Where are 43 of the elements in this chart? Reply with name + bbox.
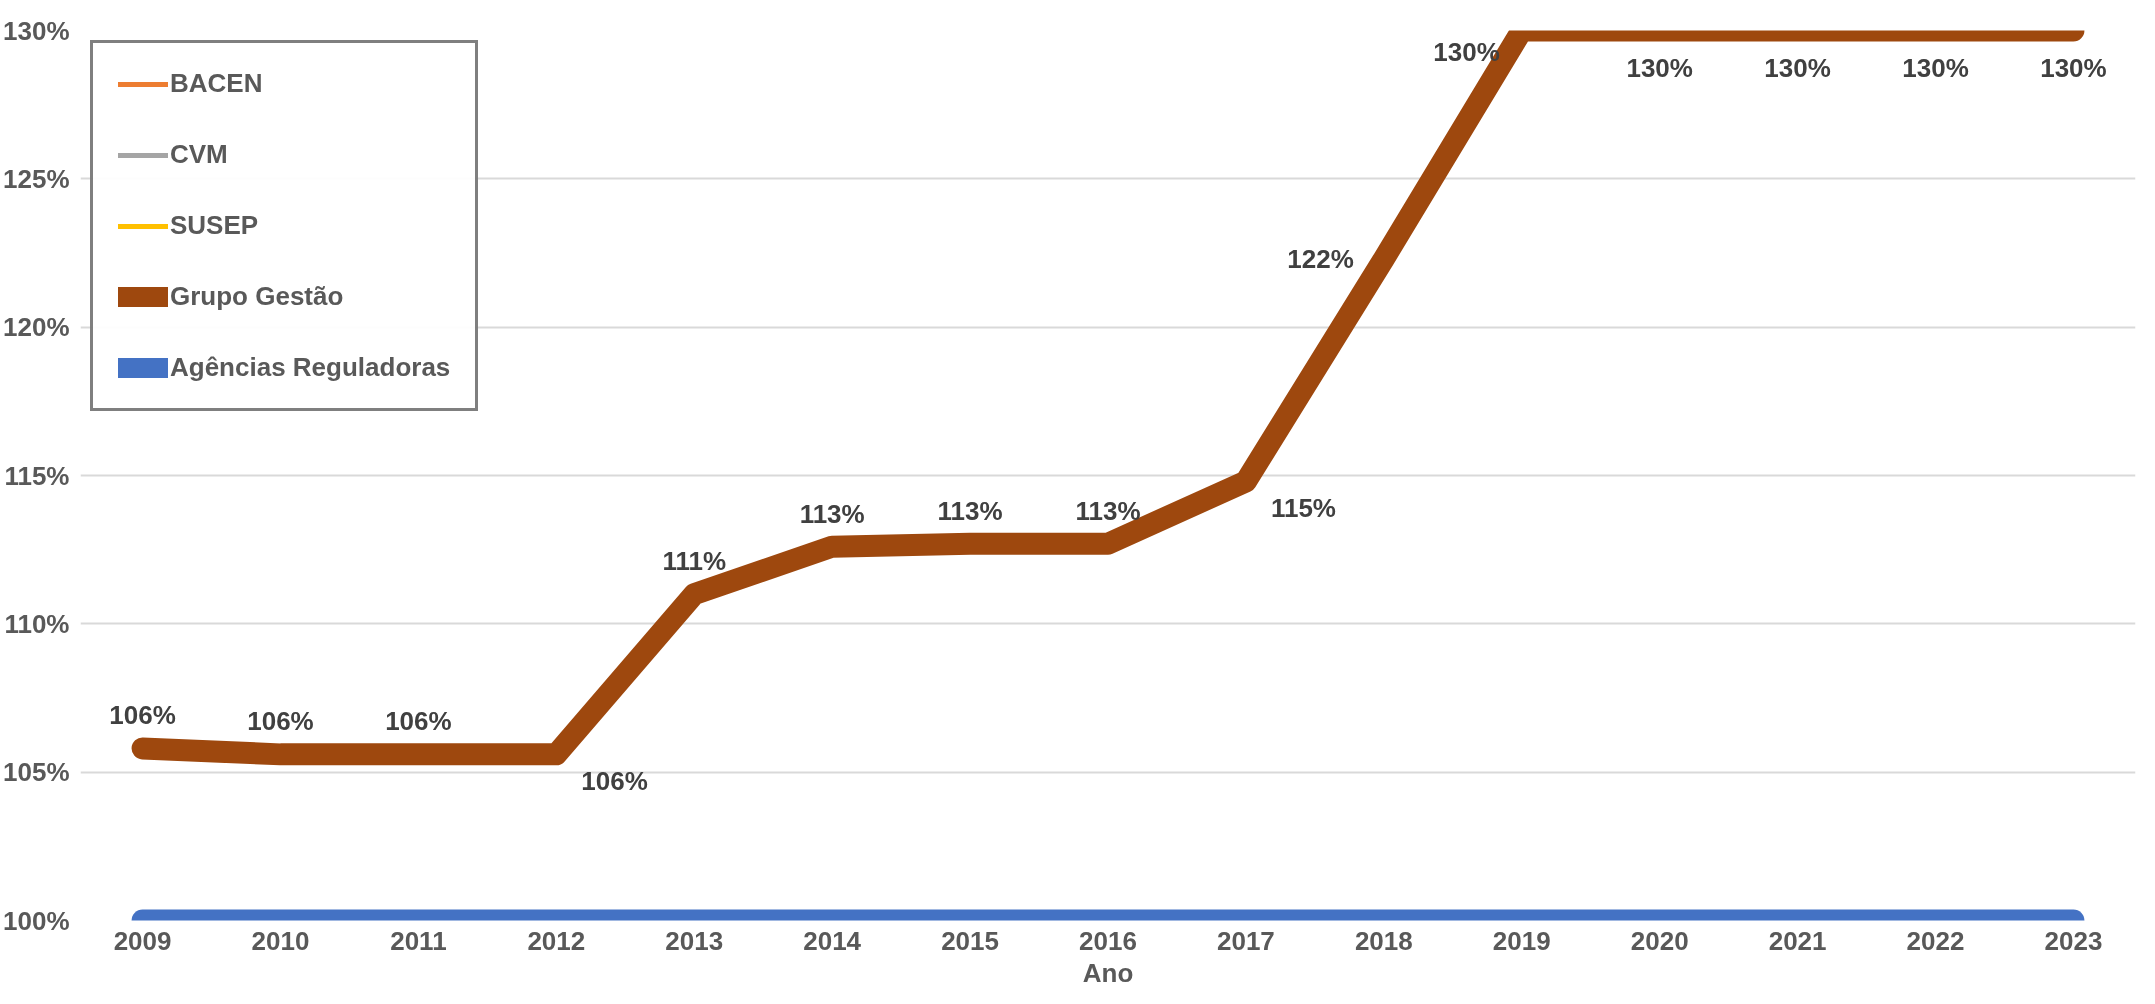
data-label: 113% xyxy=(937,495,1003,526)
data-label: 106% xyxy=(581,766,648,797)
data-label: 111% xyxy=(662,546,727,577)
legend-label: Agências Reguladoras xyxy=(170,352,451,383)
data-label: 106% xyxy=(109,700,176,731)
legend-label: Grupo Gestão xyxy=(170,281,344,312)
x-tick-label: 2009 xyxy=(113,925,172,956)
y-tick-label: 105% xyxy=(3,757,70,788)
y-tick-label: 100% xyxy=(3,905,70,936)
x-tick-label: 2016 xyxy=(1079,925,1137,956)
x-tick-label: 2017 xyxy=(1217,925,1275,956)
x-tick-label: 2022 xyxy=(1906,925,1965,956)
legend-label: BACEN xyxy=(170,68,263,99)
y-tick-label: 110% xyxy=(4,608,70,639)
y-tick-label: 120% xyxy=(3,312,70,343)
x-tick-label: 2012 xyxy=(527,925,586,956)
data-label: 113% xyxy=(1075,495,1141,526)
x-axis-title: Ano xyxy=(1082,957,1134,988)
data-label: 122% xyxy=(1287,243,1354,274)
y-tick-label: 130% xyxy=(3,15,70,46)
x-tick-label: 2010 xyxy=(251,925,310,956)
data-label: 130% xyxy=(1764,52,1831,83)
y-tick-label: 115% xyxy=(4,460,70,491)
legend-label: CVM xyxy=(170,139,228,170)
data-label: 113% xyxy=(799,498,865,529)
x-tick-label: 2023 xyxy=(2044,925,2103,956)
data-label: 106% xyxy=(385,706,452,737)
data-label: 130% xyxy=(1902,52,1969,83)
x-tick-label: 2011 xyxy=(390,925,447,956)
x-tick-label: 2013 xyxy=(665,925,724,956)
x-tick-label: 2015 xyxy=(941,925,999,956)
data-label: 115% xyxy=(1270,493,1336,524)
x-tick-label: 2020 xyxy=(1630,925,1689,956)
data-label: 130% xyxy=(1626,52,1693,83)
x-tick-label: 2019 xyxy=(1492,925,1551,956)
y-tick-label: 125% xyxy=(3,163,70,194)
x-tick-label: 2014 xyxy=(803,925,862,956)
x-tick-label: 2018 xyxy=(1354,925,1413,956)
data-label: 106% xyxy=(247,706,314,737)
data-label: 130% xyxy=(1433,36,1500,67)
x-tick-label: 2021 xyxy=(1768,925,1827,956)
data-label: 130% xyxy=(2040,52,2107,83)
legend-label: SUSEP xyxy=(170,210,259,241)
